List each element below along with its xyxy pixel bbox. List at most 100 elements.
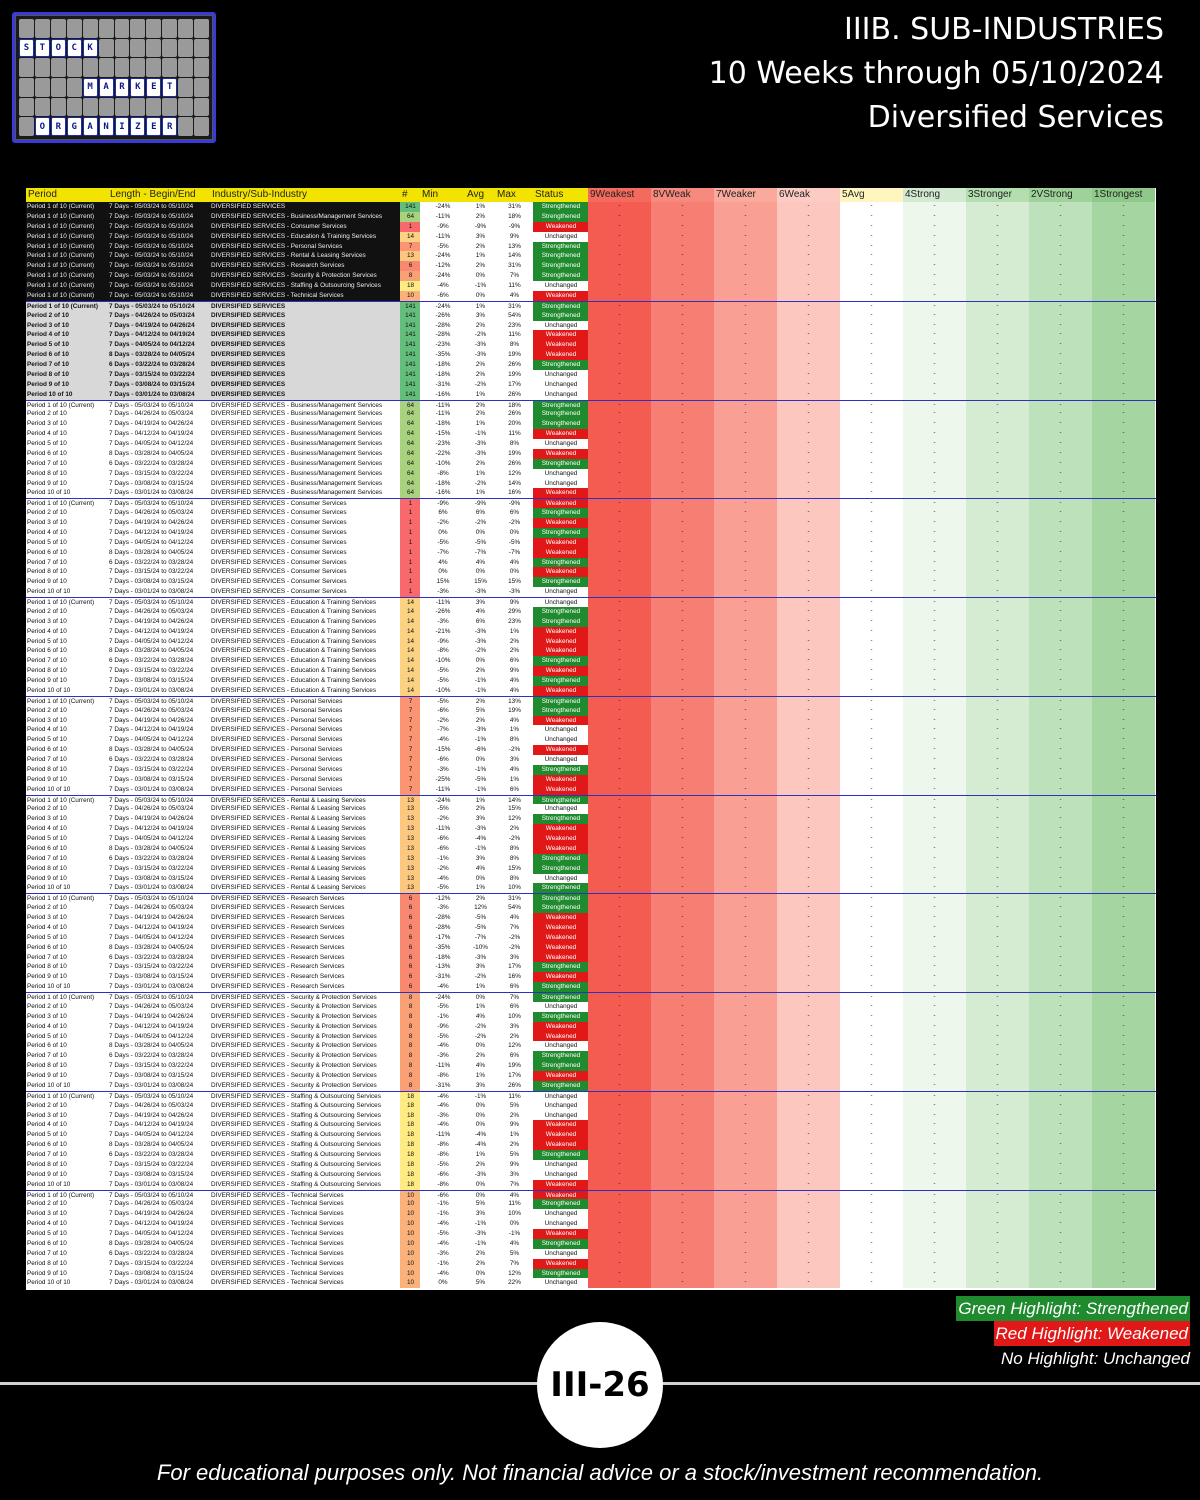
period-cell: Period 8 of 10 xyxy=(27,1160,67,1168)
rank-zone-cell: - xyxy=(651,1051,714,1062)
status-cell: Weakened xyxy=(533,1140,588,1150)
rank-zone-cell: - xyxy=(966,853,1029,864)
rank-zone-cell: - xyxy=(777,499,840,509)
status-cell: Weakened xyxy=(533,646,588,657)
count-cell: 13 xyxy=(400,883,420,894)
rank-zone-cell: - xyxy=(966,389,1029,400)
rank-zone-cell: - xyxy=(1029,1150,1092,1160)
rank-zone-cell: - xyxy=(1092,400,1155,410)
rank-zone-cell: - xyxy=(651,656,714,667)
rank-zone-cell: - xyxy=(777,261,840,272)
count-cell: 7 xyxy=(400,715,420,726)
period-cell: Period 1 of 10 (Current) xyxy=(27,796,95,804)
count-cell: 1 xyxy=(400,527,420,538)
rank-zone-cell: - xyxy=(651,301,714,311)
period-cell: Period 8 of 10 xyxy=(27,963,67,971)
rank-zone-cell: - xyxy=(903,320,966,331)
rank-zone-cell: - xyxy=(840,873,903,884)
avg-cell: -2% xyxy=(474,647,487,655)
rank-zone-cell: - xyxy=(1092,1011,1155,1022)
industry-cell: DIVERSIFIED SERVICES - Research Services xyxy=(211,933,345,941)
rank-zone-cell: - xyxy=(1092,1150,1155,1160)
industry-cell: DIVERSIFIED SERVICES - Security & Protec… xyxy=(211,1012,377,1020)
rank-zone-cell: - xyxy=(651,340,714,351)
rank-zone-cell: - xyxy=(588,725,651,736)
min-cell: -3% xyxy=(437,588,449,596)
rank-zone-cell: - xyxy=(777,478,840,489)
rank-zone-cell: - xyxy=(903,499,966,509)
rank-zone-cell: - xyxy=(966,508,1029,518)
table-row: Period 1 of 10 (Current) 7 Days - 05/03/2… xyxy=(26,1090,1156,1101)
min-cell: -8% xyxy=(437,469,449,477)
logo-letter-cell: A xyxy=(82,117,98,136)
table-row: Period 10 of 10 7 Days - 03/01/24 to 03/0… xyxy=(26,685,1156,696)
period-cell: Period 10 of 10 xyxy=(27,785,71,793)
rank-zone-cell: - xyxy=(1092,508,1155,518)
industry-cell: DIVERSIFIED SERVICES - Education & Train… xyxy=(211,617,377,625)
table-row: Period 2 of 10 7 Days - 04/26/24 to 05/03… xyxy=(26,1001,1156,1012)
length-cell: 7 Days - 03/01/24 to 03/08/24 xyxy=(108,389,210,400)
length-cell: 7 Days - 03/08/24 to 03/15/24 xyxy=(109,775,194,783)
min-cell: -5% xyxy=(437,538,449,546)
rank-zone-cell: - xyxy=(903,488,966,499)
rank-zone-cell: - xyxy=(777,1031,840,1042)
avg-cell: -3% xyxy=(474,588,487,596)
avg-cell: 0% xyxy=(475,874,486,882)
rank-zone-cell: - xyxy=(651,863,714,874)
period-cell: Period 9 of 10 xyxy=(27,1170,67,1178)
rank-zone-cell: - xyxy=(903,557,966,568)
rank-zone-cell: - xyxy=(588,952,651,963)
rank-zone-cell: - xyxy=(966,705,1029,716)
rank-zone-cell: - xyxy=(588,993,651,1002)
length-cell: 8 Days - 03/28/24 to 04/05/24 xyxy=(109,1042,194,1050)
avg-cell: -1% xyxy=(474,282,487,289)
rank-zone-cell: - xyxy=(840,409,903,420)
rank-zone-cell: - xyxy=(651,419,714,430)
rank-zone-cell: - xyxy=(966,784,1029,795)
logo-letter-cell xyxy=(19,117,34,136)
rank-zone-cell: - xyxy=(777,982,840,992)
max-cell: 5% xyxy=(509,1249,520,1257)
rank-zone-cell: - xyxy=(1029,1268,1092,1279)
period-cell: Period 6 of 10 xyxy=(27,548,67,556)
rank-zone-cell: - xyxy=(588,409,651,420)
rank-zone-cell: - xyxy=(903,1011,966,1022)
rank-zone-cell: - xyxy=(651,685,714,696)
rank-zone-cell: - xyxy=(840,429,903,439)
rank-zone-cell: - xyxy=(1029,1278,1092,1289)
rank-zone-cell: - xyxy=(588,458,651,469)
avg-cell: 5% xyxy=(475,1279,486,1287)
table-row: Period 5 of 10 7 Days - 04/05/24 to 04/12… xyxy=(26,636,1156,647)
rank-zone-cell: - xyxy=(714,340,777,351)
rank-zone-cell: - xyxy=(777,557,840,568)
rank-zone-cell: - xyxy=(966,932,1029,943)
max-cell: 6% xyxy=(509,983,520,991)
rank-zone-cell: - xyxy=(588,745,651,755)
rank-zone-cell: - xyxy=(966,626,1029,637)
rank-zone-cell: - xyxy=(651,725,714,736)
table-row: Period 6 of 10 8 Days - 03/28/24 to 04/05… xyxy=(26,547,1156,558)
status-cell: Weakened xyxy=(533,913,588,923)
rank-zone-cell: - xyxy=(777,883,840,894)
rank-zone-cell: - xyxy=(1029,1051,1092,1062)
rank-zone-cell: - xyxy=(651,606,714,617)
avg-cell: 2% xyxy=(475,895,486,903)
logo-letter-cell: O xyxy=(34,117,50,136)
count-cell: 7 xyxy=(400,764,420,775)
max-cell: 23% xyxy=(508,321,521,329)
rank-zone-cell: - xyxy=(777,1120,840,1131)
rank-zone-cell: - xyxy=(588,1159,651,1170)
period-cell: Period 5 of 10 xyxy=(27,933,67,941)
min-cell: -11% xyxy=(435,785,451,793)
rank-zone-cell: - xyxy=(651,913,714,923)
rank-zone-cell: - xyxy=(840,281,903,291)
rank-zone-cell: - xyxy=(777,784,840,795)
min-cell: -4% xyxy=(437,1121,449,1129)
length-cell: 6 Days - 03/22/24 to 03/28/24 xyxy=(109,657,194,665)
min-cell: 6% xyxy=(438,509,448,517)
period-cell: Period 10 of 10 xyxy=(27,588,71,596)
rank-zone-cell: - xyxy=(588,557,651,568)
max-cell: 1% xyxy=(509,775,520,783)
rank-zone-cell: - xyxy=(588,982,651,992)
industry-cell: DIVERSIFIED SERVICES - Personal Services xyxy=(211,726,343,734)
